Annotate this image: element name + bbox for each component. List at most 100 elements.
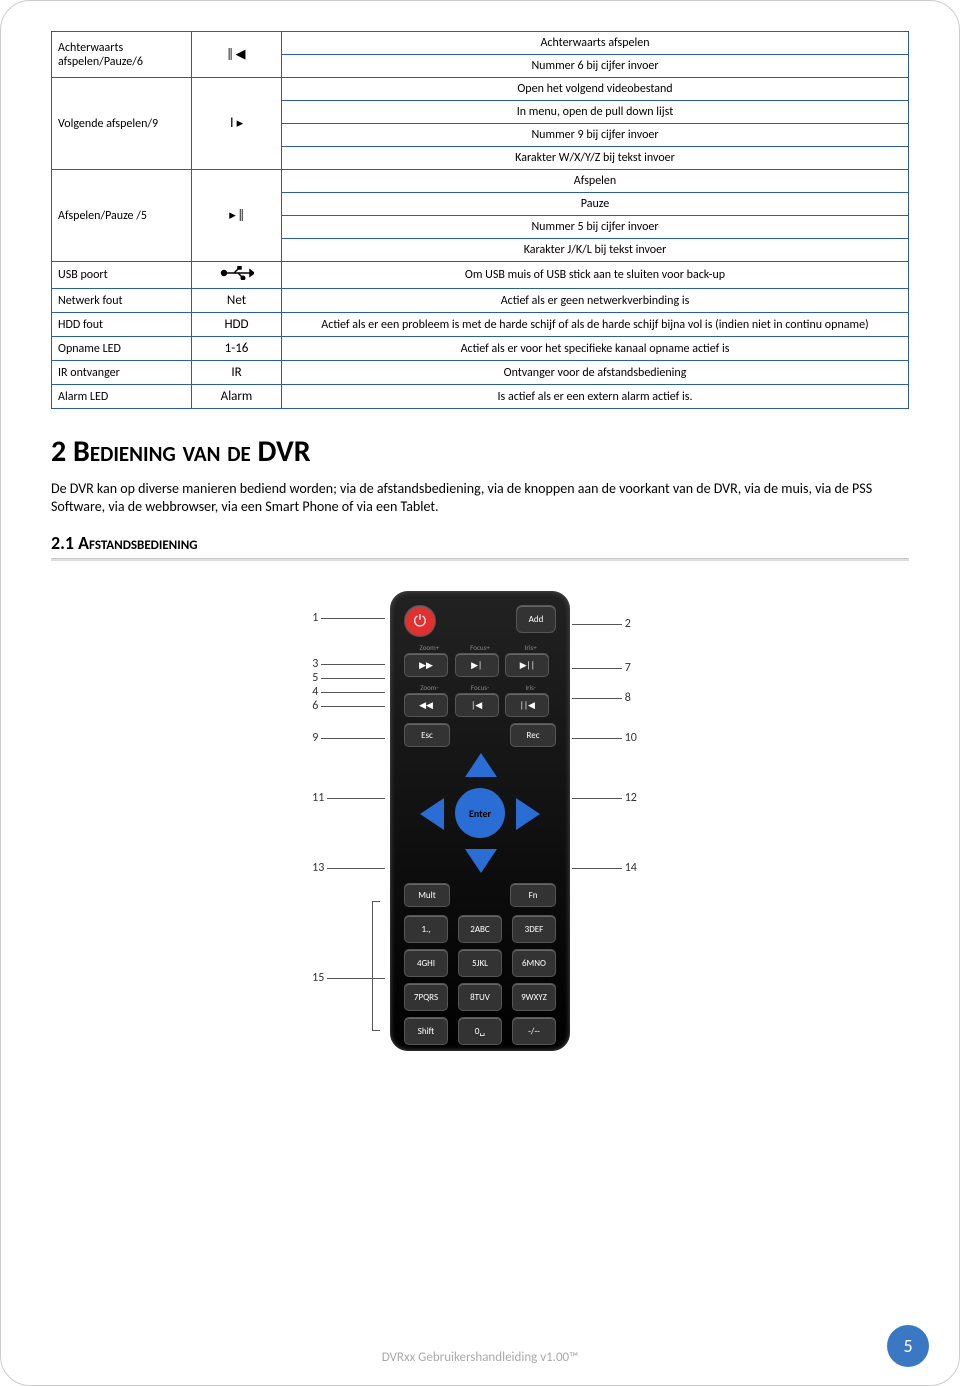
enter-button[interactable]: Enter [455, 788, 505, 838]
callout-number: 4 [310, 685, 385, 699]
cell-desc: Is actief als er een extern alarm actief… [282, 385, 909, 409]
page-number-badge: 5 [887, 1325, 929, 1367]
keypad-button[interactable]: 3DEF [512, 915, 556, 943]
section-title-end: DVR [258, 433, 311, 470]
keypad-button[interactable]: 9WXYZ [512, 983, 556, 1011]
fn-button[interactable]: Fn [510, 883, 556, 907]
cell-symbol: 1-16 [192, 337, 282, 361]
keypad-button[interactable]: 2ABC [458, 915, 502, 943]
cell-label: HDD fout [52, 313, 192, 337]
cell-desc: Nummer 6 bij cijfer invoer [282, 55, 909, 78]
callout-number: 14 [572, 861, 647, 875]
cell-label: Netwerk fout [52, 289, 192, 313]
cell-symbol: Net [192, 289, 282, 313]
cell-desc: Actief als er voor het specifieke kanaal… [282, 337, 909, 361]
dpad-right-button[interactable] [516, 798, 540, 830]
callout-number: 9 [310, 731, 385, 745]
dpad: Enter [420, 753, 540, 873]
callout-number: 13 [310, 861, 385, 875]
cell-desc: Achterwaarts afspelen [282, 32, 909, 55]
cell-label: Afspelen/Pauze /5 [52, 170, 192, 262]
cell-label: Achterwaarts afspelen/Pauze/6 [52, 32, 192, 78]
function-table: Achterwaarts afspelen/Pauze/6 ǁ ◀ Achter… [51, 31, 909, 409]
cell-desc: Actief als er een probleem is met de har… [282, 313, 909, 337]
footer-text: DVRxx Gebruikershandleiding v1.00™ [1, 1350, 959, 1365]
cell-desc: Nummer 5 bij cijfer invoer [282, 216, 909, 239]
cell-desc: Afspelen [282, 170, 909, 193]
power-button[interactable]: ⏻ [404, 605, 436, 637]
callout-number: 8 [572, 691, 647, 705]
cell-desc: Actief als er geen netwerkverbinding is [282, 289, 909, 313]
esc-button[interactable]: Esc [404, 723, 450, 747]
callout-number: 6 [310, 699, 385, 713]
cell-symbol: Ⅰ ▸ [192, 78, 282, 170]
section-body: De DVR kan op diverse manieren bediend w… [51, 480, 909, 516]
dpad-left-button[interactable] [420, 798, 444, 830]
dpad-up-button[interactable] [465, 753, 497, 777]
cell-desc: Om USB muis of USB stick aan te sluiten … [282, 262, 909, 289]
keypad-button[interactable]: 0␣ [458, 1017, 502, 1045]
callout-number: 12 [572, 791, 647, 805]
iris-minus-label: Iris- [505, 683, 556, 692]
iris-plus-label: Iris+ [505, 643, 556, 652]
cell-symbol: Alarm [192, 385, 282, 409]
callout-number: 2 [572, 617, 647, 631]
rec-button[interactable]: Rec [510, 723, 556, 747]
cell-desc: Open het volgend videobestand [282, 78, 909, 101]
cell-label: Alarm LED [52, 385, 192, 409]
keypad-button[interactable]: 8TUV [458, 983, 502, 1011]
section-title: Bediening van de [73, 433, 251, 470]
cell-desc: Nummer 9 bij cijfer invoer [282, 124, 909, 147]
add-button[interactable]: Add [516, 605, 556, 633]
callout-number: 5 [310, 671, 385, 685]
keypad-button[interactable]: 6MNO [512, 949, 556, 977]
cell-symbol: ǁ ◀ [192, 32, 282, 78]
cell-desc: Ontvanger voor de afstandsbediening [282, 361, 909, 385]
zoom-minus-button[interactable]: ◀◀ [404, 693, 448, 717]
keypad-bracket [372, 901, 380, 1031]
callout-number: 11 [310, 791, 385, 805]
focus-minus-label: Focus- [455, 683, 506, 692]
cell-desc: Karakter W/X/Y/Z bij tekst invoer [282, 147, 909, 170]
cell-symbol: ▸ ǁ [192, 170, 282, 262]
cell-desc: In menu, open de pull down lijst [282, 101, 909, 124]
cell-symbol: HDD [192, 313, 282, 337]
keypad-button[interactable]: 7PQRS [404, 983, 448, 1011]
section-number: 2 [51, 433, 66, 470]
subsection-number: 2.1 [51, 532, 74, 554]
focus-plus-label: Focus+ [455, 643, 506, 652]
zoom-plus-label: Zoom+ [404, 643, 455, 652]
section-heading: 2 Bediening van de DVR [51, 433, 909, 470]
iris-plus-button[interactable]: ▶|| [505, 653, 549, 677]
zoom-plus-button[interactable]: ▶▶ [404, 653, 448, 677]
focus-plus-button[interactable]: ▶| [455, 653, 499, 677]
keypad-button[interactable]: 4GHI [404, 949, 448, 977]
keypad: 1., 2ABC 3DEF 4GHI 5JKL 6MNO 7PQRS 8TUV 9WXYZ Shi… [404, 915, 556, 1045]
cell-label: Volgende afspelen/9 [52, 78, 192, 170]
zoom-minus-label: Zoom- [404, 683, 455, 692]
focus-minus-button[interactable]: |◀ [455, 693, 499, 717]
subsection-heading: 2.1 Afstandsbediening [51, 532, 909, 554]
cell-label: Opname LED [52, 337, 192, 361]
remote-figure: 1 3 5 4 6 9 11 13 15 2 7 8 10 12 14 ⏻ Ad… [310, 591, 650, 1071]
callout-number: 1 [310, 611, 385, 625]
subsection-title: Afstandsbediening [78, 532, 197, 554]
cell-label: IR ontvanger [52, 361, 192, 385]
callout-number: 3 [310, 657, 385, 671]
keypad-button[interactable]: Shift [404, 1017, 448, 1045]
cell-symbol: IR [192, 361, 282, 385]
callout-number: 10 [572, 731, 647, 745]
keypad-button[interactable]: 5JKL [458, 949, 502, 977]
iris-minus-button[interactable]: ||◀ [505, 693, 549, 717]
cell-desc: Karakter J/K/L bij tekst invoer [282, 239, 909, 262]
callout-number: 7 [572, 661, 647, 675]
keypad-button[interactable]: -/-- [512, 1017, 556, 1045]
dpad-down-button[interactable] [465, 849, 497, 873]
cell-desc: Pauze [282, 193, 909, 216]
usb-icon [192, 262, 282, 289]
cell-label: USB poort [52, 262, 192, 289]
heading-rule [51, 558, 909, 561]
remote-body: ⏻ Add Zoom+ ▶▶ Focus+ ▶| Iris+ ▶|| [390, 591, 570, 1051]
mult-button[interactable]: Mult [404, 883, 450, 907]
keypad-button[interactable]: 1., [404, 915, 448, 943]
